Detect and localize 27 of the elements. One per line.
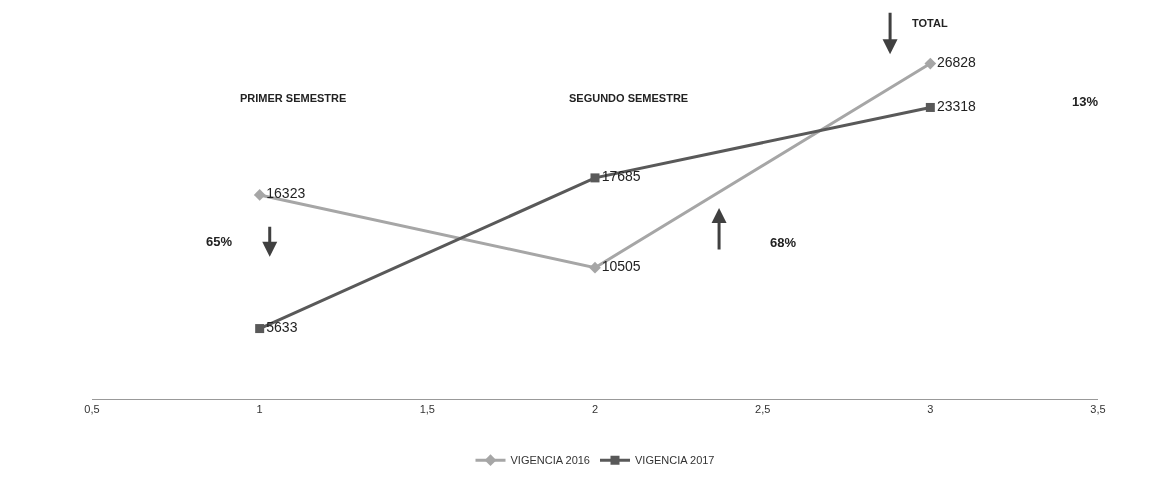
annotation: SEGUNDO SEMESTRE — [569, 92, 689, 104]
data-label: 10505 — [601, 258, 641, 275]
data-label: 16323 — [266, 185, 306, 202]
text: TOTAL — [912, 17, 948, 29]
point — [255, 324, 265, 334]
x-tick-label: 2,5 — [755, 403, 771, 416]
data-label: 17685 — [601, 168, 641, 185]
annotation: 13% — [1072, 94, 1099, 109]
x-tick-label: 2 — [591, 403, 599, 416]
x-tick-label: 3,5 — [1090, 403, 1106, 416]
data-label: 26828 — [936, 54, 977, 71]
x-tick-label: 3 — [927, 403, 934, 416]
data-label: 5633 — [266, 319, 298, 336]
data-label: 23318 — [936, 97, 977, 114]
point — [589, 261, 601, 274]
annotation: 68% — [770, 235, 797, 250]
point — [253, 189, 266, 201]
point — [924, 57, 937, 70]
point — [590, 173, 600, 183]
annotation: 65% — [206, 234, 233, 249]
legend-label: VIGENCIA 2016 — [510, 454, 590, 467]
legend-label: VIGENCIA 2017 — [635, 454, 715, 467]
x-tick-label: 0,5 — [84, 403, 100, 416]
point — [925, 102, 935, 112]
x-tick-label: 1,5 — [419, 403, 435, 416]
annotation: PRIMER SEMESTRE — [240, 92, 347, 104]
x-tick-label: 1 — [256, 403, 263, 416]
